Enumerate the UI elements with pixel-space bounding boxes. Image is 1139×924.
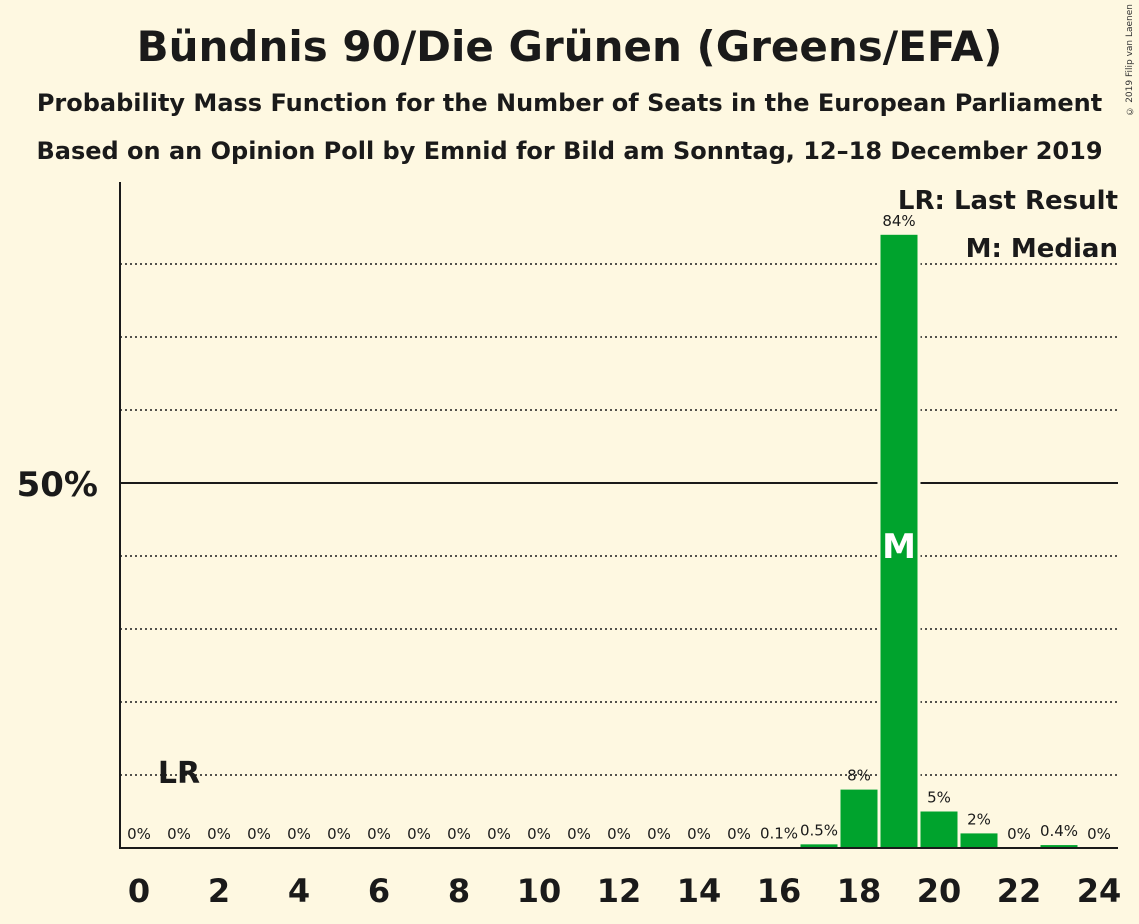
bar-label-seat-13: 0% [647, 825, 671, 843]
x-tick-label-20: 20 [917, 872, 962, 910]
x-tick-label-2: 2 [208, 872, 230, 910]
bar-label-seat-1: 0% [167, 825, 191, 843]
bar-seat-23 [1040, 845, 1078, 848]
bar-label-seat-11: 0% [567, 825, 591, 843]
y-tick-label-50: 50% [17, 465, 98, 505]
bar-label-seat-21: 2% [967, 810, 991, 828]
bar-label-seat-16: 0.1% [760, 824, 798, 842]
chart-title: Bündnis 90/Die Grünen (Greens/EFA) [136, 22, 1003, 71]
bar-label-seat-18: 8% [847, 767, 871, 785]
bar-label-seat-17: 0.5% [800, 821, 838, 839]
x-tick-label-4: 4 [288, 872, 310, 910]
bar-value-labels: 0% 0% 0% 0% 0% 0% 0% 0% 0% 0% 0% 0% 0% 0% 0% 0% 0.1% 0.5%… [127, 212, 1111, 843]
bar-label-seat-12: 0% [607, 825, 631, 843]
bars [757, 234, 1081, 849]
median-marker: M [882, 527, 916, 567]
legend-last-result: LR: Last Result [898, 186, 1118, 216]
bar-label-seat-15: 0% [727, 825, 751, 843]
bar-label-seat-5: 0% [327, 825, 351, 843]
x-tick-label-24: 24 [1077, 872, 1122, 910]
last-result-marker: LR [158, 756, 200, 791]
x-tick-label-12: 12 [597, 872, 642, 910]
x-tick-label-18: 18 [837, 872, 882, 910]
bar-label-seat-20: 5% [927, 789, 951, 807]
bar-seat-19 [880, 234, 918, 849]
bar-label-seat-7: 0% [407, 825, 431, 843]
x-tick-label-0: 0 [128, 872, 150, 910]
bar-label-seat-2: 0% [207, 825, 231, 843]
bar-seat-17 [800, 844, 838, 848]
x-tick-label-10: 10 [517, 872, 562, 910]
bar-label-seat-10: 0% [527, 825, 551, 843]
bar-label-seat-9: 0% [487, 825, 511, 843]
bar-label-seat-14: 0% [687, 825, 711, 843]
x-tick-label-14: 14 [677, 872, 722, 910]
bar-label-seat-24: 0% [1087, 825, 1111, 843]
x-tick-label-22: 22 [997, 872, 1042, 910]
bar-label-seat-0: 0% [127, 825, 151, 843]
x-tick-labels: 0 2 4 6 8 10 12 14 16 18 20 22 24 [128, 872, 1121, 910]
bar-label-seat-3: 0% [247, 825, 271, 843]
chart-subtitle: Probability Mass Function for the Number… [36, 89, 1103, 117]
bar-seat-18 [840, 789, 878, 848]
gridlines [120, 263, 1118, 776]
chart-source-line: Based on an Opinion Poll by Emnid for Bi… [36, 137, 1103, 165]
bar-label-seat-23: 0.4% [1040, 822, 1078, 840]
x-tick-label-8: 8 [448, 872, 470, 910]
bar-label-seat-19: 84% [882, 212, 915, 230]
bar-seat-21 [960, 833, 998, 848]
bar-label-seat-6: 0% [367, 825, 391, 843]
bar-seat-20 [920, 811, 958, 848]
legend-median: M: Median [966, 234, 1118, 264]
bar-label-seat-8: 0% [447, 825, 471, 843]
x-tick-label-16: 16 [757, 872, 802, 910]
x-tick-label-6: 6 [368, 872, 390, 910]
bar-label-seat-22: 0% [1007, 825, 1031, 843]
axes [119, 182, 1118, 849]
markers: LR M [158, 527, 916, 791]
bar-label-seat-4: 0% [287, 825, 311, 843]
